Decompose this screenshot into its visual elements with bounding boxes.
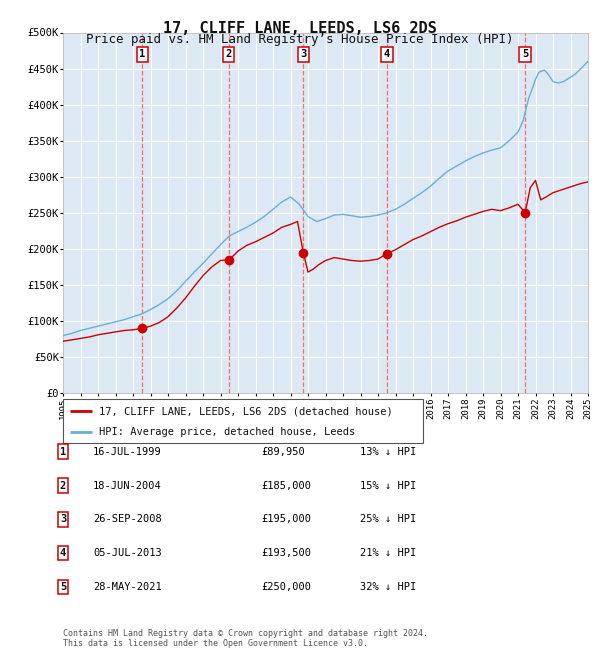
Text: 4: 4 <box>60 548 66 558</box>
Text: 5: 5 <box>60 582 66 592</box>
Text: 4: 4 <box>384 49 390 59</box>
Text: HPI: Average price, detached house, Leeds: HPI: Average price, detached house, Leed… <box>99 427 355 437</box>
Text: 18-JUN-2004: 18-JUN-2004 <box>93 480 162 491</box>
Text: 5: 5 <box>522 49 529 59</box>
Text: 25% ↓ HPI: 25% ↓ HPI <box>360 514 416 525</box>
Text: 28-MAY-2021: 28-MAY-2021 <box>93 582 162 592</box>
Text: 15% ↓ HPI: 15% ↓ HPI <box>360 480 416 491</box>
Text: 1: 1 <box>60 447 66 457</box>
Text: £193,500: £193,500 <box>261 548 311 558</box>
Text: 17, CLIFF LANE, LEEDS, LS6 2DS (detached house): 17, CLIFF LANE, LEEDS, LS6 2DS (detached… <box>99 406 393 417</box>
Text: 21% ↓ HPI: 21% ↓ HPI <box>360 548 416 558</box>
Text: £185,000: £185,000 <box>261 480 311 491</box>
Text: 13% ↓ HPI: 13% ↓ HPI <box>360 447 416 457</box>
Text: Price paid vs. HM Land Registry’s House Price Index (HPI): Price paid vs. HM Land Registry’s House … <box>86 32 514 46</box>
Text: 3: 3 <box>300 49 307 59</box>
Text: 1: 1 <box>139 49 146 59</box>
Text: 26-SEP-2008: 26-SEP-2008 <box>93 514 162 525</box>
Text: £195,000: £195,000 <box>261 514 311 525</box>
Text: 2: 2 <box>60 480 66 491</box>
Text: 17, CLIFF LANE, LEEDS, LS6 2DS: 17, CLIFF LANE, LEEDS, LS6 2DS <box>163 21 437 36</box>
Text: Contains HM Land Registry data © Crown copyright and database right 2024.
This d: Contains HM Land Registry data © Crown c… <box>63 629 428 648</box>
Text: 3: 3 <box>60 514 66 525</box>
Text: 05-JUL-2013: 05-JUL-2013 <box>93 548 162 558</box>
Text: 2: 2 <box>226 49 232 59</box>
Text: 16-JUL-1999: 16-JUL-1999 <box>93 447 162 457</box>
Text: £89,950: £89,950 <box>261 447 305 457</box>
FancyBboxPatch shape <box>63 399 423 443</box>
Text: 32% ↓ HPI: 32% ↓ HPI <box>360 582 416 592</box>
Text: £250,000: £250,000 <box>261 582 311 592</box>
